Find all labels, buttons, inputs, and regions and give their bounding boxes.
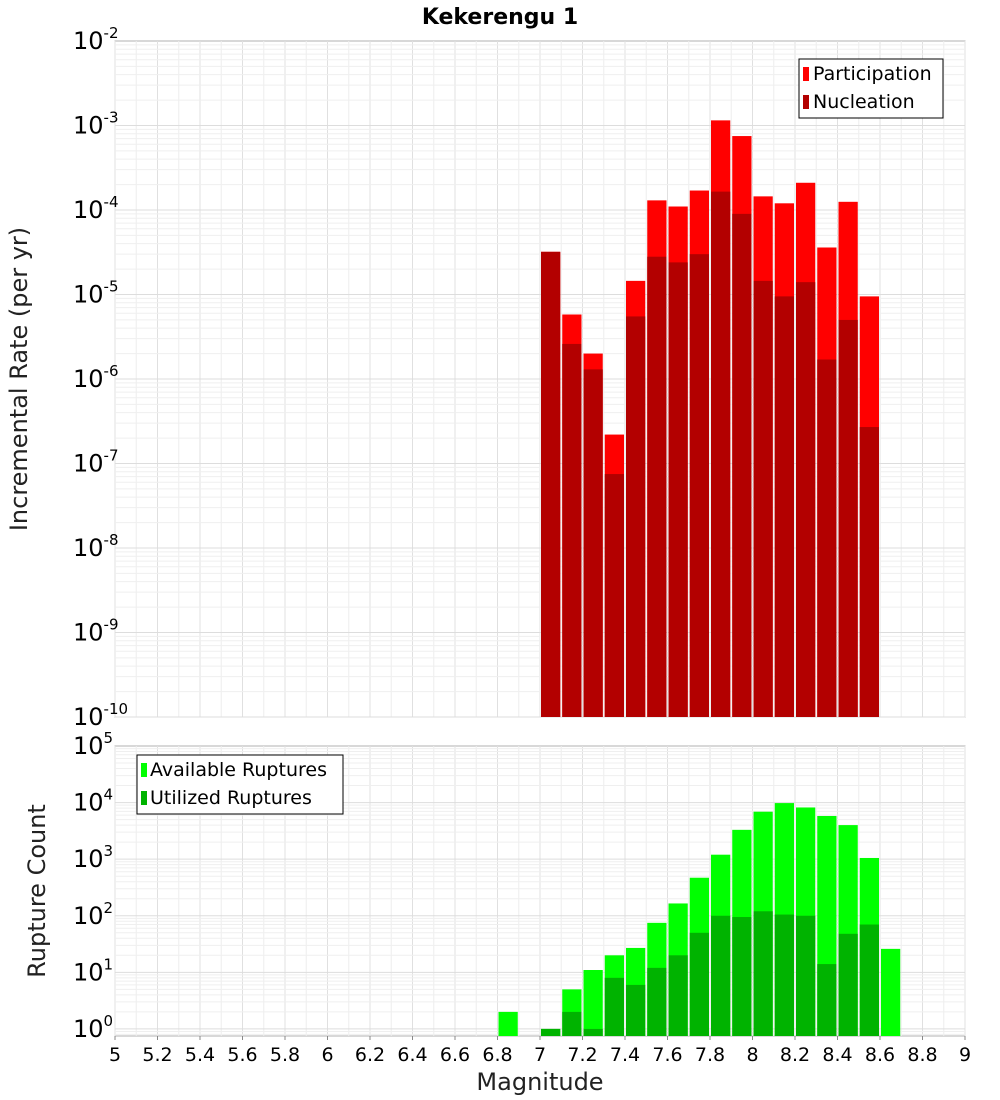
top-bars xyxy=(541,120,879,718)
bar-utilized-ruptures xyxy=(626,984,646,1036)
top-legend: Participation Nucleation xyxy=(798,58,944,119)
bar-utilized-ruptures xyxy=(541,1028,561,1036)
bar-utilized-ruptures xyxy=(583,1028,603,1036)
x-tick-label: 5.2 xyxy=(142,1044,172,1066)
x-tick-label: 5 xyxy=(109,1044,121,1066)
x-tick-label: 6.8 xyxy=(482,1044,512,1066)
bottom-y-tick-labels: 100 101 102 103 104 105 xyxy=(73,729,113,1043)
legend-swatch-utilized xyxy=(141,791,147,805)
top-y-axis-label: Incremental Rate (per yr) xyxy=(5,227,33,531)
rupture-count-plot: 100 101 102 103 104 105 5 5.2 5.4 5.6 5.8 6 6.2 6.4 6… xyxy=(23,729,971,1096)
x-tick-label: 5.8 xyxy=(270,1044,300,1066)
y-tick-label-rate: 10-9 xyxy=(73,616,119,647)
bar-available-ruptures xyxy=(881,948,901,1036)
top-legend-box xyxy=(798,58,944,119)
x-tick-label: 6 xyxy=(321,1044,333,1066)
bar-utilized-ruptures xyxy=(796,915,816,1036)
y-tick-label-rate: 10-7 xyxy=(73,447,119,478)
x-tick-label: 6.2 xyxy=(355,1044,385,1066)
x-tick-label: 5.6 xyxy=(227,1044,257,1066)
bar-utilized-ruptures xyxy=(604,977,624,1036)
bar-utilized-ruptures xyxy=(859,924,879,1036)
y-tick-label-count: 102 xyxy=(73,899,113,930)
x-tick-label: 5.4 xyxy=(185,1044,215,1066)
x-tick-label: 8.4 xyxy=(822,1044,852,1066)
y-tick-label-rate: 10-6 xyxy=(73,362,119,393)
y-tick-label-rate: 10-4 xyxy=(73,193,119,224)
x-tick-label: 7.6 xyxy=(652,1044,682,1066)
x-tick-label: 7 xyxy=(534,1044,546,1066)
bar-utilized-ruptures xyxy=(817,964,837,1036)
bar-nucleation xyxy=(689,254,709,717)
legend-label-nucleation: Nucleation xyxy=(813,91,915,113)
bar-nucleation xyxy=(838,319,858,717)
bar-nucleation xyxy=(647,256,667,717)
x-tick-label: 8.2 xyxy=(780,1044,810,1066)
x-tick-labels: 5 5.2 5.4 5.6 5.8 6 6.2 6.4 6.6 6.8 7 7.2 7.4 7.6 7.8 8… xyxy=(109,1036,971,1066)
x-tick-label: 8 xyxy=(746,1044,758,1066)
x-tick-label: 8.8 xyxy=(907,1044,937,1066)
bar-nucleation xyxy=(541,251,561,717)
top-grid xyxy=(114,41,966,718)
x-tick-label: 9 xyxy=(959,1044,971,1066)
x-tick-label: 6.4 xyxy=(397,1044,427,1066)
legend-label-participation: Participation xyxy=(813,63,932,85)
bottom-y-axis-label: Rupture Count xyxy=(23,804,51,978)
bar-nucleation xyxy=(711,191,731,717)
bar-nucleation xyxy=(859,427,879,717)
x-tick-label: 7.8 xyxy=(695,1044,725,1066)
bar-available-ruptures xyxy=(498,1011,518,1036)
bar-nucleation xyxy=(753,280,773,717)
y-tick-label-rate: 10-10 xyxy=(73,700,128,731)
legend-swatch-nucleation xyxy=(803,95,809,109)
y-tick-label-count: 105 xyxy=(73,729,113,760)
bar-utilized-ruptures xyxy=(838,933,858,1036)
top-y-tick-labels: 10-10 10-9 10-8 10-7 10-6 10-5 10-4 10-3 10-2 xyxy=(73,24,128,731)
x-axis-label: Magnitude xyxy=(476,1068,603,1096)
bar-utilized-ruptures xyxy=(668,955,688,1036)
y-tick-label-rate: 10-5 xyxy=(73,278,119,309)
y-tick-label-count: 103 xyxy=(73,842,113,873)
bar-nucleation xyxy=(583,369,603,717)
bar-utilized-ruptures xyxy=(774,914,794,1036)
x-tick-label: 7.4 xyxy=(610,1044,640,1066)
bar-nucleation xyxy=(796,282,816,717)
bar-available-ruptures xyxy=(583,970,603,1036)
y-tick-label-rate: 10-8 xyxy=(73,531,119,562)
bar-utilized-ruptures xyxy=(732,917,752,1036)
incremental-rate-plot: 10-10 10-9 10-8 10-7 10-6 10-5 10-4 10-3 10-2 In… xyxy=(5,24,966,731)
bar-utilized-ruptures xyxy=(753,911,773,1036)
bar-nucleation xyxy=(732,213,752,717)
bar-utilized-ruptures xyxy=(562,1011,582,1036)
bar-nucleation xyxy=(668,262,688,717)
legend-swatch-available xyxy=(141,763,147,777)
legend-label-utilized: Utilized Ruptures xyxy=(150,787,312,809)
y-tick-label-rate: 10-3 xyxy=(73,109,119,140)
bar-nucleation xyxy=(774,296,794,717)
y-tick-label-count: 101 xyxy=(73,955,113,986)
bar-nucleation xyxy=(817,359,837,717)
bottom-legend: Available Ruptures Utilized Ruptures xyxy=(136,754,344,815)
bottom-legend-box xyxy=(136,754,344,815)
y-tick-label-rate: 10-2 xyxy=(73,24,119,55)
x-tick-label: 7.2 xyxy=(567,1044,597,1066)
bottom-bars xyxy=(498,803,901,1036)
bar-utilized-ruptures xyxy=(647,967,667,1036)
bar-utilized-ruptures xyxy=(689,932,709,1036)
bar-nucleation xyxy=(604,474,624,717)
chart-title: Kekerengu 1 xyxy=(422,5,578,30)
bar-utilized-ruptures xyxy=(711,915,731,1036)
legend-label-available: Available Ruptures xyxy=(150,759,327,781)
x-tick-label: 6.6 xyxy=(440,1044,470,1066)
legend-swatch-participation xyxy=(803,67,809,81)
x-tick-label: 8.6 xyxy=(865,1044,895,1066)
y-tick-label-count: 104 xyxy=(73,786,113,817)
bar-nucleation xyxy=(562,343,582,717)
y-tick-label-count: 100 xyxy=(73,1012,113,1043)
bar-nucleation xyxy=(626,316,646,717)
